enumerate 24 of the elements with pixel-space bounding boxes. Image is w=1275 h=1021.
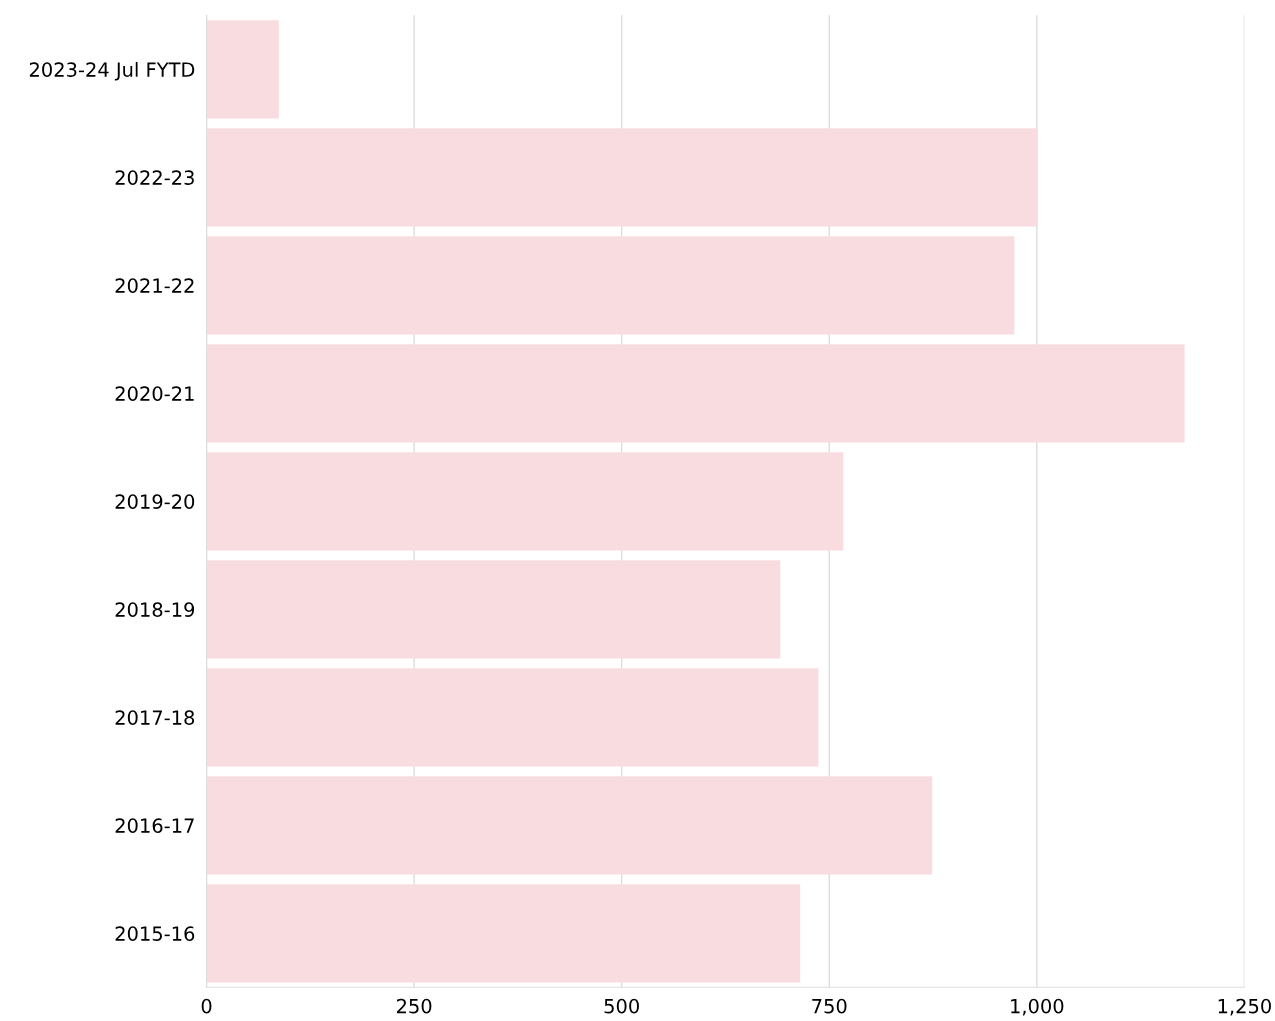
- y-tick-label: 2015-16: [115, 926, 195, 941]
- y-tick-label: 2020-21: [115, 386, 194, 401]
- x-tick-label: 750: [812, 998, 847, 1014]
- bar: [206, 344, 1185, 443]
- x-tick-label: 1,250: [1218, 998, 1271, 1016]
- y-tick-label: 2022-23: [115, 170, 194, 185]
- y-tick-label: 2019-20: [115, 494, 195, 509]
- bar: [206, 452, 844, 551]
- y-tick-label: 2016-17: [115, 818, 194, 833]
- y-tick-label: 2018-19: [115, 602, 195, 617]
- x-tick-label: 1,000: [1011, 998, 1064, 1016]
- bar: [206, 776, 933, 875]
- bar: [206, 128, 1038, 227]
- bar: [206, 560, 781, 659]
- x-tick-label: 500: [604, 998, 639, 1014]
- y-tick-label: 2017-18: [115, 710, 195, 725]
- bar: [206, 884, 801, 983]
- y-tick-label: 2021-22: [115, 278, 194, 293]
- bar: [206, 20, 279, 119]
- bar: [206, 236, 1015, 335]
- bar: [206, 668, 819, 767]
- x-tick-label: 250: [396, 998, 432, 1014]
- y-tick-label: 2023-24 Jul FYTD: [29, 61, 195, 81]
- x-tick-label: 0: [201, 998, 212, 1014]
